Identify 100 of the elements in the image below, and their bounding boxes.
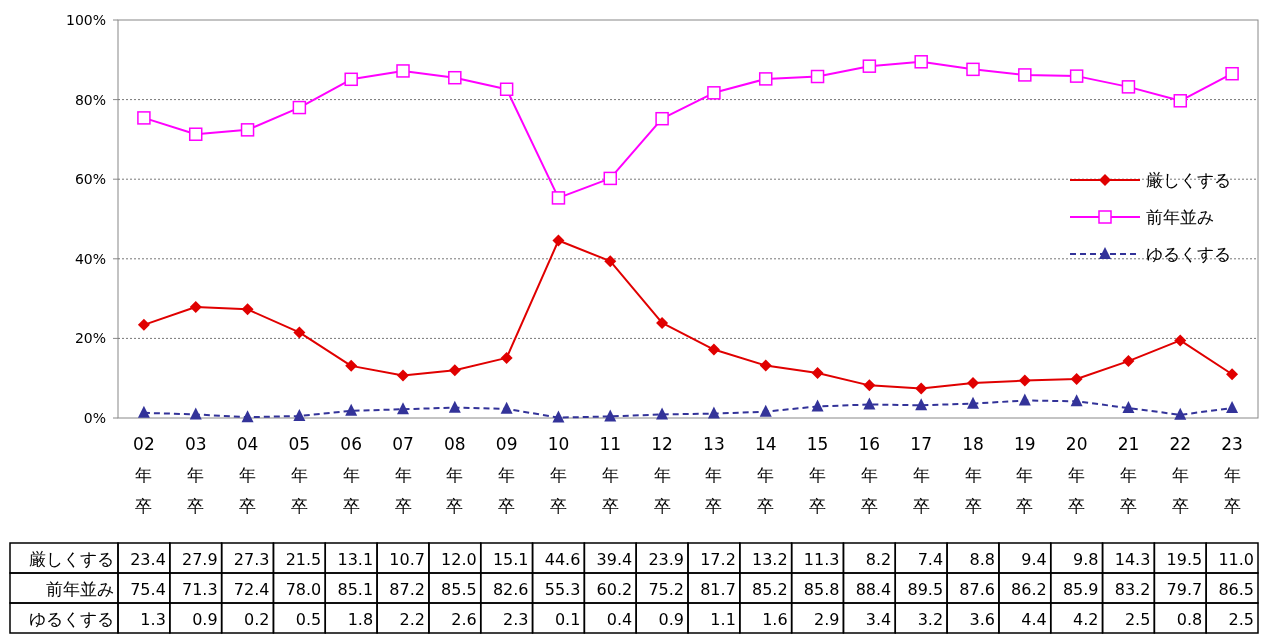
x-tick-label: 23年卒 xyxy=(1221,434,1243,516)
point xyxy=(241,410,254,423)
data-label: 7.4 xyxy=(917,550,944,569)
data-label: 79.7 xyxy=(1166,580,1203,599)
point xyxy=(448,364,461,377)
data-label: 72.4 xyxy=(233,580,270,599)
point xyxy=(1069,69,1084,83)
x-tick-label: 08年卒 xyxy=(444,434,466,516)
data-label: 1.3 xyxy=(140,610,166,629)
point xyxy=(552,410,565,423)
y-tick-label: 40% xyxy=(74,250,106,267)
data-label: 3.6 xyxy=(969,610,995,629)
point xyxy=(293,326,306,339)
point xyxy=(967,376,979,389)
point xyxy=(1070,373,1083,385)
point xyxy=(188,127,203,141)
point xyxy=(1070,394,1083,407)
point xyxy=(915,398,928,411)
legend-label: 前年並み xyxy=(1146,207,1214,227)
data-label: 0.1 xyxy=(554,610,581,629)
x-tick-label: 12年卒 xyxy=(651,434,673,516)
point xyxy=(914,55,928,69)
data-label: 4.2 xyxy=(1073,610,1099,629)
data-label: 23.4 xyxy=(130,550,166,569)
data-label: 0.5 xyxy=(295,610,322,629)
x-tick-label: 05年卒 xyxy=(288,434,311,516)
x-tick-label: 03年卒 xyxy=(184,434,207,516)
point xyxy=(1226,368,1239,381)
data-label: 11.0 xyxy=(1218,550,1254,569)
point xyxy=(759,404,772,417)
y-tick-label: 60% xyxy=(74,171,106,188)
text: ゆるくする xyxy=(29,609,114,629)
data-label: 9.4 xyxy=(1021,550,1047,569)
legend-label: 厳しくする xyxy=(1146,170,1231,190)
data-label: 85.5 xyxy=(441,580,477,599)
text: 厳しくする xyxy=(29,549,114,569)
data-label: 85.2 xyxy=(752,580,788,599)
data-label: 86.5 xyxy=(1218,580,1254,599)
point xyxy=(967,396,979,409)
data-label: 3.4 xyxy=(865,610,892,629)
point xyxy=(707,86,721,100)
data-label: 21.5 xyxy=(285,550,322,569)
point xyxy=(137,405,150,418)
text: 前年並み xyxy=(46,579,114,599)
data-label: 86.2 xyxy=(1011,580,1047,599)
y-tick-label: 20% xyxy=(74,330,106,347)
point xyxy=(345,359,358,372)
x-tick-label: 09年卒 xyxy=(495,434,518,516)
data-label: 44.6 xyxy=(544,550,581,569)
x-tick-label: 15年卒 xyxy=(806,434,829,516)
point xyxy=(1018,68,1032,82)
data-label: 87.2 xyxy=(389,580,425,599)
point xyxy=(810,69,825,84)
point xyxy=(759,359,772,372)
data-label: 87.6 xyxy=(959,580,995,599)
x-tick-label: 07年卒 xyxy=(392,434,414,516)
y-tick-label: 80% xyxy=(74,91,106,108)
point xyxy=(1174,334,1187,347)
point xyxy=(241,303,254,316)
data-label: 83.2 xyxy=(1114,580,1151,599)
point xyxy=(966,62,980,77)
data-label: 3.2 xyxy=(917,610,944,629)
x-tick-label: 02年卒 xyxy=(133,434,155,516)
point xyxy=(292,100,307,115)
data-label: 82.6 xyxy=(492,580,529,599)
point xyxy=(656,407,669,420)
data-label: 60.2 xyxy=(596,580,633,599)
point xyxy=(448,400,461,413)
x-tick-label: 10年卒 xyxy=(547,434,570,516)
data-label: 12.0 xyxy=(441,550,477,569)
data-label: 19.5 xyxy=(1166,550,1203,569)
point xyxy=(862,59,877,73)
data-label: 78.0 xyxy=(285,580,322,599)
point xyxy=(500,351,513,364)
data-label: 27.3 xyxy=(233,550,270,569)
data-label: 2.5 xyxy=(1124,610,1151,629)
point xyxy=(863,379,876,392)
point xyxy=(189,407,202,420)
data-label: 8.2 xyxy=(865,550,892,569)
point xyxy=(707,406,720,419)
data-label: 4.4 xyxy=(1021,610,1047,629)
data-label: 85.1 xyxy=(337,580,374,599)
data-label: 17.2 xyxy=(700,550,736,569)
data-label: 75.2 xyxy=(648,580,684,599)
data-label: 8.8 xyxy=(969,550,995,569)
point xyxy=(1122,401,1135,414)
point xyxy=(1225,66,1239,81)
point xyxy=(656,316,669,329)
point xyxy=(345,403,358,416)
data-label: 13.2 xyxy=(752,550,788,569)
data-label: 0.9 xyxy=(192,610,218,629)
data-label: 1.8 xyxy=(347,610,374,629)
point xyxy=(1018,374,1031,387)
x-tick-label: 14年卒 xyxy=(754,434,777,516)
data-label: 0.8 xyxy=(1176,610,1203,629)
x-tick-label: 17年卒 xyxy=(910,434,932,516)
point xyxy=(811,399,824,412)
point xyxy=(707,343,720,356)
point xyxy=(603,171,618,186)
point xyxy=(552,234,565,247)
